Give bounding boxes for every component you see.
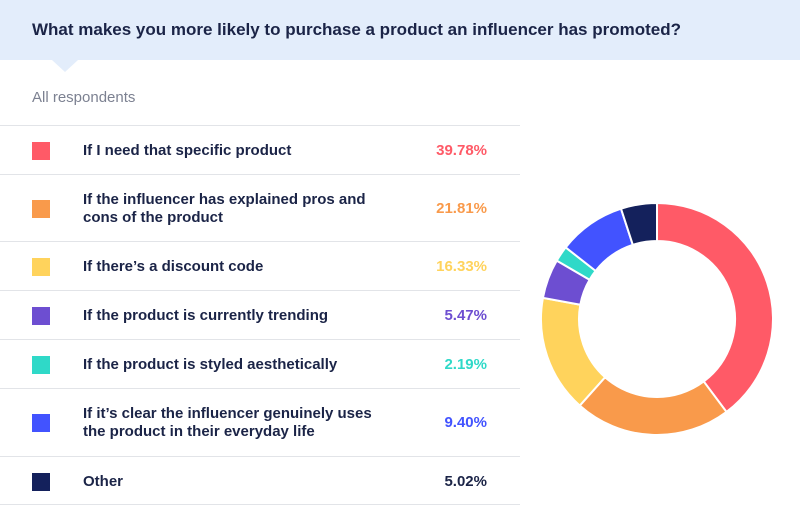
legend-row: If there’s a discount code 16.33% xyxy=(0,241,520,290)
legend-row: If I need that specific product 39.78% xyxy=(0,125,520,174)
legend-swatch xyxy=(32,257,50,276)
legend-row: If it’s clear the influencer genuinely u… xyxy=(0,388,520,456)
donut-slice xyxy=(578,375,728,436)
legend-value: 16.33% xyxy=(436,257,487,275)
legend-value: 9.40% xyxy=(444,414,487,431)
legend-swatch xyxy=(32,472,50,491)
legend-value: 2.19% xyxy=(444,355,487,373)
donut-slice xyxy=(540,296,607,407)
legend-label: If there’s a discount code xyxy=(83,257,264,275)
legend-label: Other xyxy=(83,472,124,490)
legend-label: If it’s clear the influencer genuinely u… xyxy=(83,405,372,440)
donut-chart xyxy=(540,201,774,436)
legend-value: 5.47% xyxy=(444,306,487,324)
donut-slice xyxy=(619,201,658,247)
question-title: What makes you more likely to purchase a… xyxy=(32,20,681,39)
legend-label: If I need that specific product xyxy=(83,141,292,159)
legend-value: 5.02% xyxy=(444,472,487,490)
legend-value: 21.81% xyxy=(436,199,487,217)
legend-row: Other 5.02% xyxy=(0,456,520,505)
legend-label: If the product is styled aesthetically xyxy=(83,355,338,373)
legend-swatch xyxy=(32,414,50,432)
legend-swatch xyxy=(32,306,50,325)
donut-slice xyxy=(656,201,774,414)
legend-swatch xyxy=(32,199,50,218)
legend-row: If the influencer has explained pros and… xyxy=(0,174,520,241)
legend-value: 39.78% xyxy=(436,141,487,159)
legend-row: If the product is currently trending 5.47… xyxy=(0,290,520,339)
legend-label: If the influencer has explained pros and… xyxy=(83,190,366,226)
legend-swatch xyxy=(32,355,50,374)
legend-row: If the product is styled aesthetically 2.… xyxy=(0,339,520,388)
header-pointer xyxy=(52,60,78,72)
legend-table: If I need that specific product 39.78% If … xyxy=(0,125,520,505)
legend-swatch xyxy=(32,141,50,160)
legend-label: If the product is currently trending xyxy=(83,306,329,324)
question-header: What makes you more likely to purchase a… xyxy=(0,0,800,60)
respondents-subtitle: All respondents xyxy=(32,89,136,106)
